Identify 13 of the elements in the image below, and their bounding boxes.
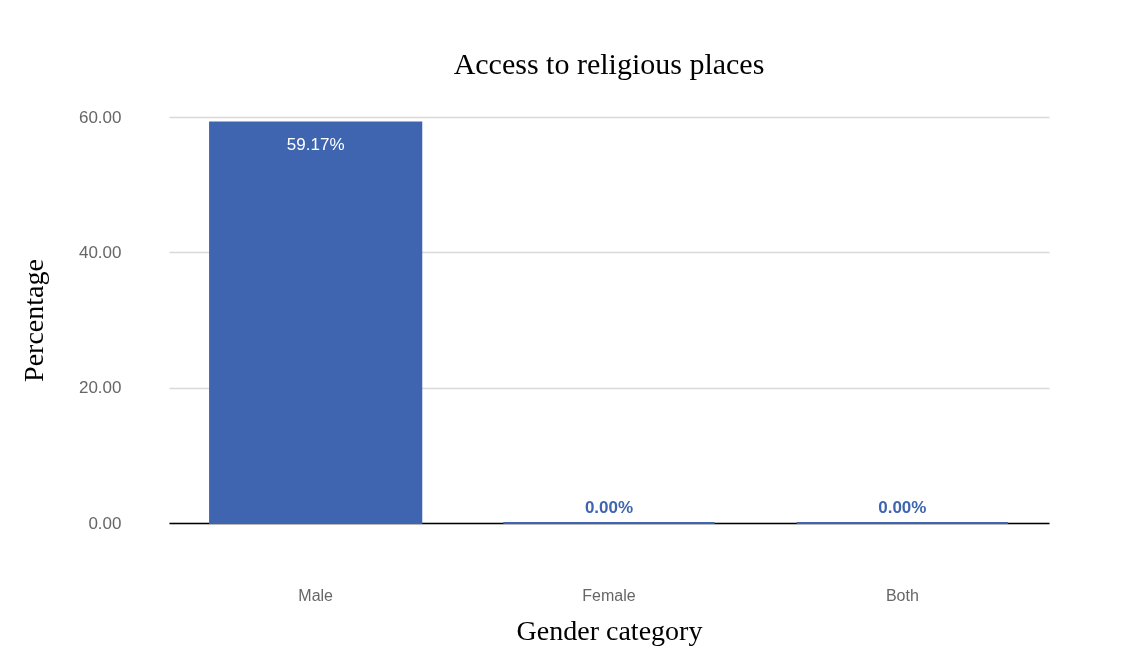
- data-label: 0.00%: [878, 498, 927, 517]
- y-tick-label: 20.00: [78, 378, 122, 398]
- x-axis-title: Gender category: [516, 614, 703, 646]
- data-label: 0.00%: [584, 498, 634, 517]
- x-tick-label: Male: [298, 586, 334, 604]
- y-axis-title: Percentage: [17, 259, 49, 382]
- y-tick-label: 60.00: [78, 107, 122, 127]
- x-tick-label: Both: [885, 586, 919, 604]
- y-tick-label: 40.00: [78, 242, 122, 262]
- y-tick-label: 0.00: [88, 513, 122, 533]
- x-tick-label: Female: [582, 586, 636, 604]
- data-label: 59.17%: [286, 134, 345, 154]
- chart-title: Access to religious places: [453, 47, 765, 80]
